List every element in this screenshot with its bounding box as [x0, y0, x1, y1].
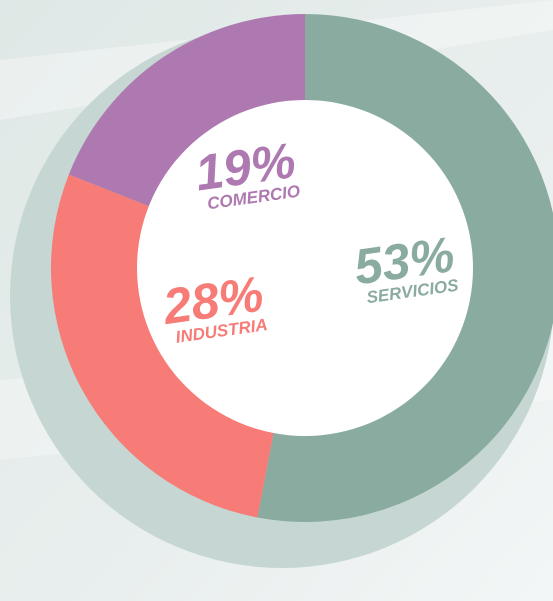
slice-label: 28%INDUSTRIA	[159, 266, 269, 347]
percent-label: 19%	[192, 132, 299, 201]
donut-hole	[137, 100, 473, 436]
percent-label: 28%	[159, 266, 267, 336]
percent-label: 53%	[351, 226, 458, 295]
slice-label: 19%COMERCIO	[192, 132, 301, 213]
slice-label: 53%SERVICIOS	[351, 226, 461, 307]
